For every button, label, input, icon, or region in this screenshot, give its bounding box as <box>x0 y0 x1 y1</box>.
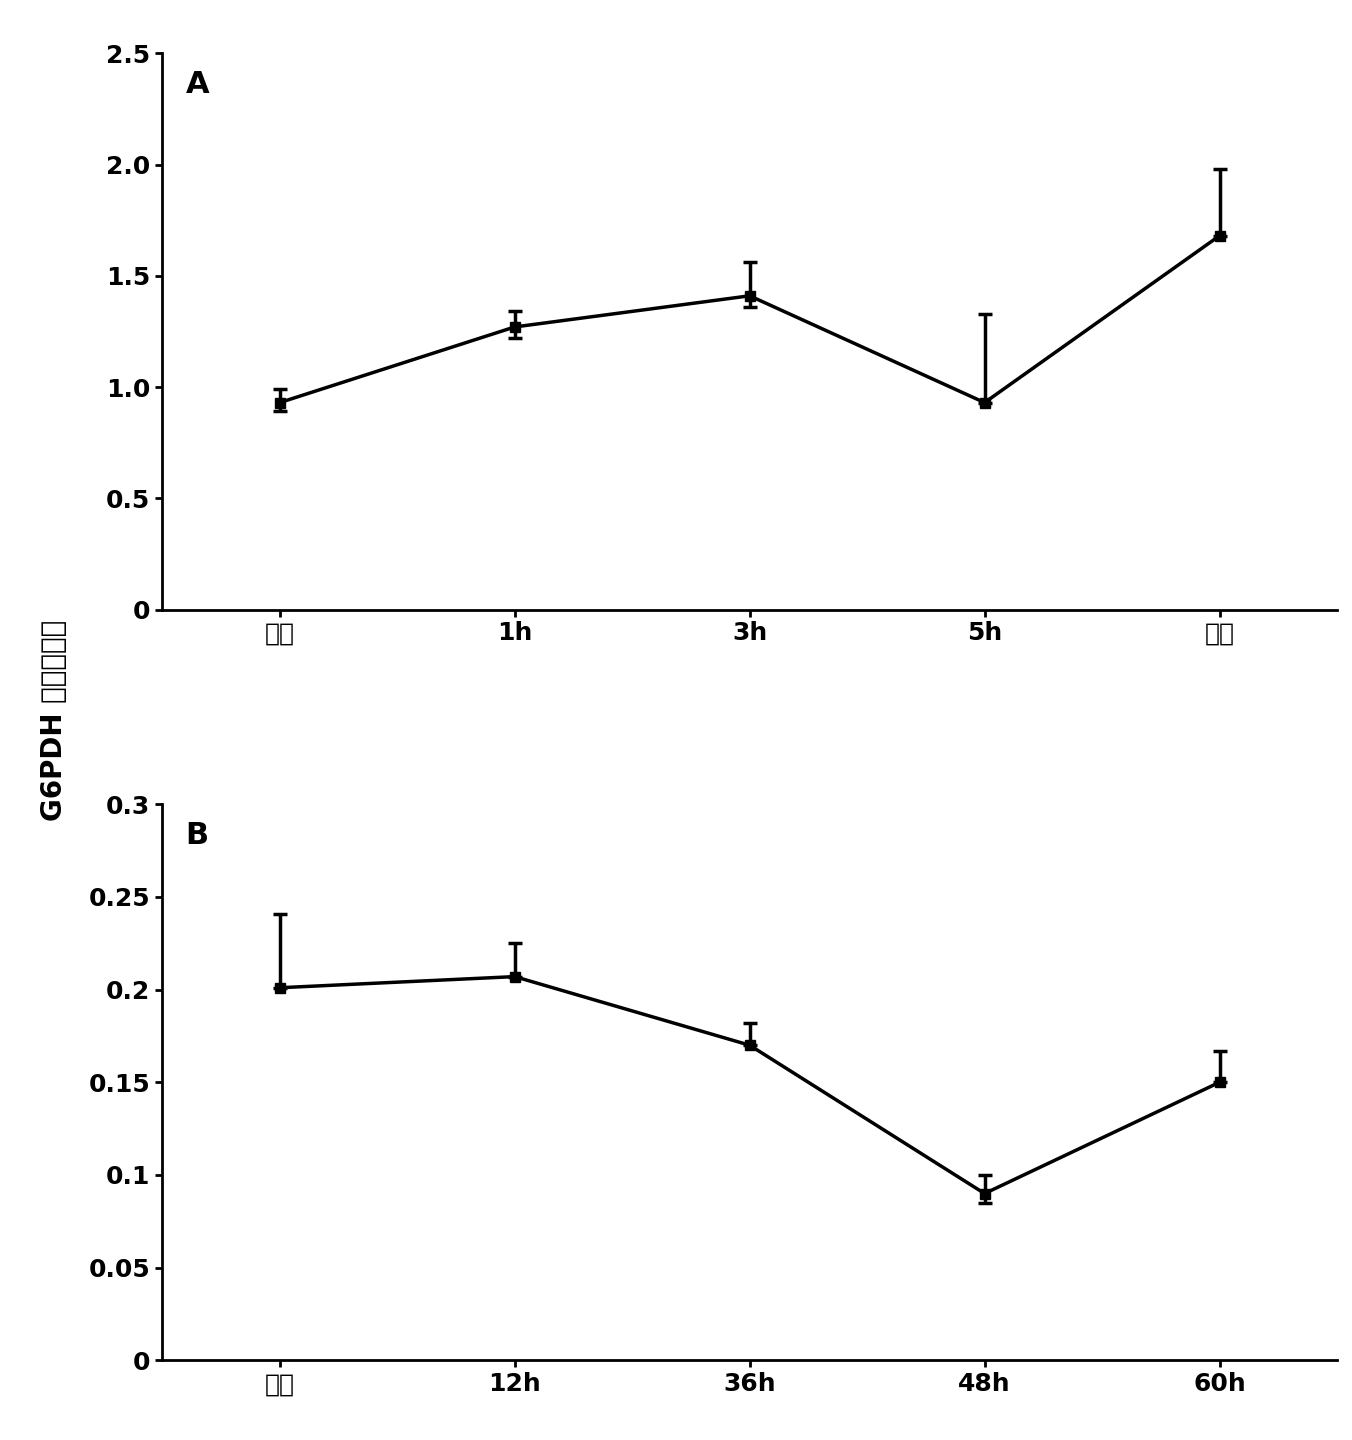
Text: A: A <box>185 71 210 99</box>
Text: B: B <box>185 821 208 850</box>
Text: G6PDH 相对表达量: G6PDH 相对表达量 <box>41 619 68 821</box>
